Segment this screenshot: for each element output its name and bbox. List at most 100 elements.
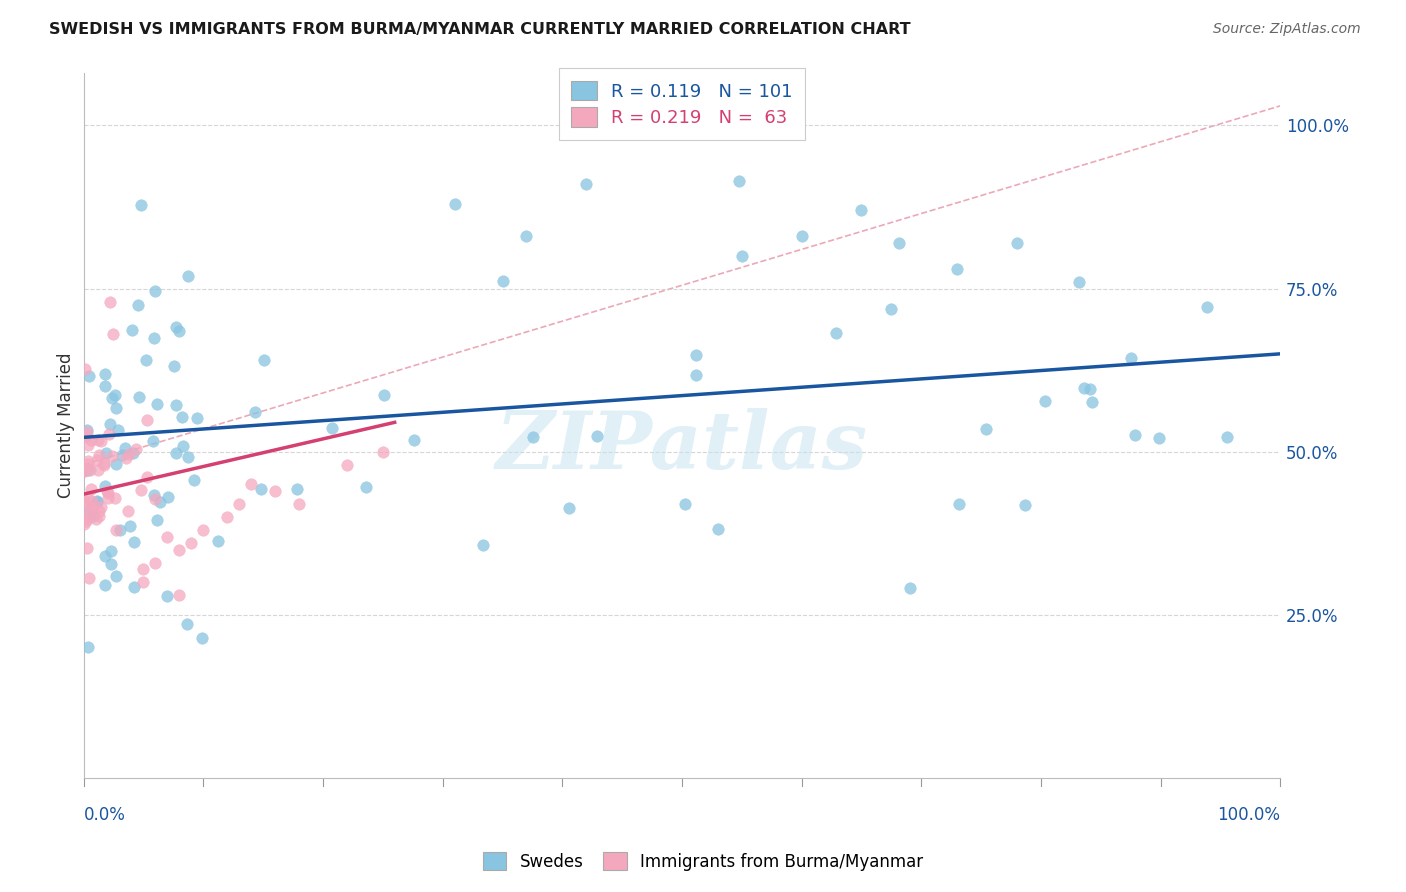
Point bbox=[136, 413, 159, 427]
Legend: R = 0.119   N = 101, R = 0.219   N =  63: R = 0.119 N = 101, R = 0.219 N = 63 bbox=[558, 68, 806, 139]
Point bbox=[77, 510, 100, 524]
Point bbox=[165, 446, 187, 460]
Point bbox=[1005, 235, 1028, 250]
Point bbox=[142, 488, 165, 502]
Point bbox=[1033, 393, 1056, 408]
Point bbox=[94, 446, 117, 460]
Point bbox=[851, 203, 873, 218]
Point bbox=[163, 359, 186, 373]
Point bbox=[790, 229, 813, 244]
Point bbox=[77, 571, 100, 585]
Point bbox=[585, 429, 607, 443]
Point bbox=[115, 451, 138, 466]
Point bbox=[165, 320, 187, 334]
Point bbox=[135, 470, 157, 484]
Point bbox=[97, 491, 120, 505]
Point bbox=[73, 464, 96, 478]
Point bbox=[105, 569, 128, 583]
Point bbox=[82, 508, 104, 523]
Point bbox=[193, 523, 215, 537]
Point bbox=[121, 323, 143, 337]
Point bbox=[131, 483, 153, 497]
Point bbox=[156, 589, 179, 603]
Point bbox=[558, 500, 581, 515]
Point bbox=[132, 562, 155, 576]
Point bbox=[77, 438, 100, 452]
Point bbox=[685, 348, 707, 362]
Point bbox=[73, 493, 96, 508]
Point bbox=[157, 491, 180, 505]
Point bbox=[515, 229, 537, 244]
Point bbox=[76, 491, 98, 505]
Point bbox=[73, 464, 96, 478]
Point bbox=[172, 409, 194, 424]
Point bbox=[371, 444, 394, 458]
Point bbox=[132, 575, 155, 590]
Point bbox=[1215, 430, 1237, 444]
Point bbox=[135, 353, 157, 368]
Point bbox=[98, 294, 121, 309]
Point bbox=[93, 458, 115, 472]
Point bbox=[114, 441, 136, 455]
Point bbox=[111, 448, 134, 462]
Point bbox=[73, 429, 96, 443]
Point bbox=[103, 388, 125, 402]
Point bbox=[96, 483, 118, 498]
Point bbox=[149, 495, 172, 509]
Point bbox=[93, 578, 115, 592]
Point bbox=[731, 249, 754, 263]
Point bbox=[90, 500, 112, 514]
Point bbox=[76, 423, 98, 437]
Point bbox=[974, 422, 997, 436]
Point bbox=[97, 486, 120, 500]
Point bbox=[80, 433, 103, 447]
Point bbox=[1147, 431, 1170, 445]
Text: SWEDISH VS IMMIGRANTS FROM BURMA/MYANMAR CURRENTLY MARRIED CORRELATION CHART: SWEDISH VS IMMIGRANTS FROM BURMA/MYANMAR… bbox=[49, 22, 911, 37]
Point bbox=[880, 302, 903, 317]
Point bbox=[80, 482, 103, 496]
Point bbox=[125, 442, 148, 456]
Point bbox=[94, 367, 117, 381]
Point bbox=[79, 463, 101, 477]
Point bbox=[373, 387, 395, 401]
Point bbox=[75, 428, 97, 442]
Point bbox=[706, 522, 728, 536]
Point bbox=[1078, 382, 1101, 396]
Point bbox=[75, 514, 97, 528]
Point bbox=[86, 463, 108, 477]
Point bbox=[522, 430, 544, 444]
Point bbox=[285, 482, 308, 496]
Point bbox=[143, 331, 166, 345]
Point bbox=[98, 417, 121, 431]
Point bbox=[76, 505, 98, 519]
Point bbox=[76, 463, 98, 477]
Point bbox=[93, 378, 115, 392]
Point bbox=[145, 397, 167, 411]
Point bbox=[110, 523, 132, 537]
Point bbox=[250, 482, 273, 496]
Point bbox=[143, 284, 166, 298]
Point bbox=[443, 196, 465, 211]
Point bbox=[101, 392, 124, 406]
Point bbox=[87, 504, 110, 518]
Point bbox=[183, 473, 205, 487]
Point bbox=[167, 324, 190, 338]
Point bbox=[156, 530, 179, 544]
Point bbox=[145, 492, 167, 507]
Point bbox=[180, 536, 202, 550]
Point bbox=[167, 588, 190, 602]
Point bbox=[104, 491, 127, 505]
Point bbox=[90, 434, 112, 449]
Point bbox=[492, 274, 515, 288]
Point bbox=[105, 401, 128, 415]
Point bbox=[107, 424, 129, 438]
Point bbox=[321, 421, 343, 435]
Point bbox=[73, 495, 96, 509]
Point bbox=[946, 262, 969, 277]
Point bbox=[118, 518, 141, 533]
Point bbox=[82, 493, 104, 508]
Point bbox=[143, 556, 166, 570]
Point bbox=[253, 352, 276, 367]
Point bbox=[172, 439, 194, 453]
Point bbox=[87, 508, 110, 523]
